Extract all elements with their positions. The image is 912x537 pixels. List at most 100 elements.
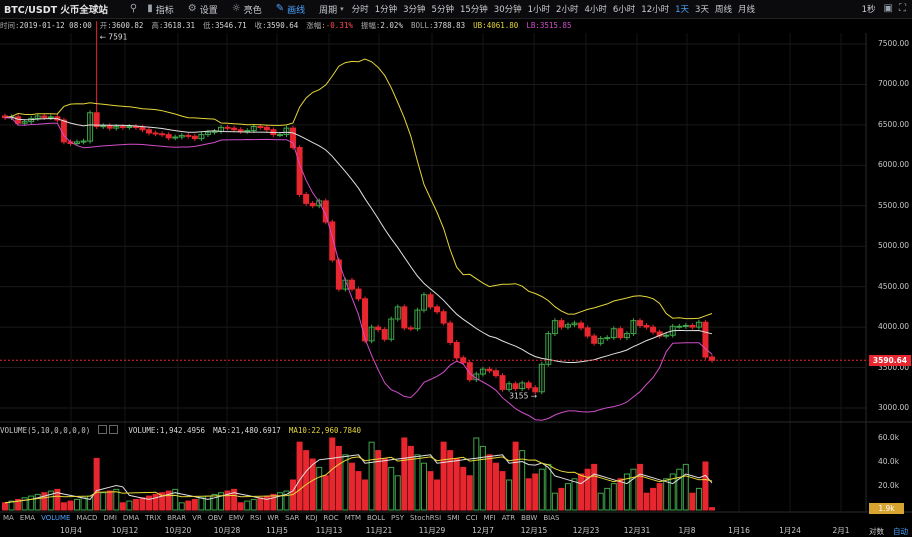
candle-body xyxy=(604,337,611,340)
period-0[interactable]: 分时 xyxy=(351,5,369,15)
volume-bar xyxy=(663,478,670,511)
indicator-1[interactable]: EMA xyxy=(19,514,36,522)
period-1[interactable]: 1分钟 xyxy=(374,5,398,15)
indicator-24[interactable]: BBW xyxy=(521,514,538,522)
candle-body xyxy=(394,306,401,320)
volume-bar xyxy=(486,454,493,511)
date-tick-label: 11月29 xyxy=(418,526,446,535)
period-2[interactable]: 3分钟 xyxy=(403,5,426,15)
candle-body xyxy=(434,306,441,313)
date-tick-label: 11月13 xyxy=(315,526,343,535)
indicator-18[interactable]: PSY xyxy=(391,514,404,522)
theme-button[interactable]: ☼ 亮色 xyxy=(231,3,262,16)
indicator-10[interactable]: EMV xyxy=(228,514,244,522)
volume-bar xyxy=(204,495,211,511)
indicator-20[interactable]: SMI xyxy=(447,514,460,522)
indicator-settings-icon[interactable] xyxy=(98,424,108,434)
period-button[interactable]: 周期 ▾ xyxy=(319,5,344,16)
volume-bar xyxy=(427,471,434,511)
settings-button[interactable]: ⚙ 设置 xyxy=(187,3,218,16)
fullscreen-icon[interactable]: ⛶ xyxy=(899,3,906,14)
candle-body xyxy=(47,116,54,119)
volume-bar xyxy=(342,454,349,511)
candle-body xyxy=(689,324,696,328)
high-value: 3618.31 xyxy=(163,20,196,30)
indicator-22[interactable]: MFI xyxy=(483,514,496,522)
indicator-21[interactable]: CCI xyxy=(465,514,478,522)
date-axis: 10月4 10月12 10月20 10月28 11月5 11月13 11月21 11月29 12… xyxy=(0,525,912,537)
draw-button[interactable]: ✎ 画线 xyxy=(275,3,306,16)
indicator-3[interactable]: MACD xyxy=(76,514,98,522)
date-tick-label: 11月5 xyxy=(266,526,288,535)
indicator-16[interactable]: MTM xyxy=(344,514,362,522)
symbol-title[interactable]: BTC/USDT 火币全球站 xyxy=(4,5,108,16)
candle-body xyxy=(551,320,558,335)
indicator-4[interactable]: DMI xyxy=(103,514,117,522)
volume-bar xyxy=(87,495,94,511)
indicator-25[interactable]: BIAS xyxy=(543,514,560,522)
indicator-12[interactable]: WR xyxy=(267,514,280,522)
volume-indicator-name[interactable]: VOLUME(5,10,0,0,0,0) xyxy=(0,425,91,435)
period-14[interactable]: 月线 xyxy=(737,5,755,15)
indicator-5[interactable]: DMA xyxy=(122,514,140,522)
price-tick-label: 3000.00 xyxy=(878,403,910,412)
volume-bar xyxy=(15,498,22,511)
volume-bar xyxy=(643,492,650,511)
volume-bar xyxy=(237,502,244,511)
period-11[interactable]: 1天 xyxy=(675,5,690,15)
period-4[interactable]: 15分钟 xyxy=(459,5,488,15)
candle-body xyxy=(224,126,231,129)
indicator-15[interactable]: ROC xyxy=(323,514,339,522)
period-9[interactable]: 6小时 xyxy=(612,5,636,15)
volume-bar xyxy=(316,466,323,511)
candle-body xyxy=(159,133,166,136)
indicator-button[interactable]: ▮ 指标 xyxy=(147,3,174,16)
candle-body xyxy=(93,112,100,128)
indicator-19[interactable]: StochRSI xyxy=(410,514,442,522)
date-tick-label: 1月24 xyxy=(779,526,801,535)
indicator-11[interactable]: RSI xyxy=(249,514,262,522)
indicator-close-icon[interactable] xyxy=(109,424,119,434)
indicator-6[interactable]: TRIX xyxy=(145,514,162,522)
period-13[interactable]: 周线 xyxy=(714,5,732,15)
indicator-13[interactable]: SAR xyxy=(285,514,300,522)
indicator-2[interactable]: VOLUME xyxy=(41,514,71,522)
period-12[interactable]: 3天 xyxy=(695,5,709,15)
indicator-7[interactable]: BRAR xyxy=(167,514,187,522)
volume-bar xyxy=(689,492,696,511)
camera-icon[interactable]: ▣ xyxy=(883,3,893,14)
auto-scale-toggle[interactable]: 自动 xyxy=(893,527,908,536)
log-scale-toggle[interactable]: 对数 xyxy=(869,527,884,536)
lb-label: LB: xyxy=(526,20,540,30)
volume-bar xyxy=(355,471,362,511)
indicator-8[interactable]: VR xyxy=(192,514,202,522)
indicator-9[interactable]: OBV xyxy=(207,514,223,522)
period-10[interactable]: 12小时 xyxy=(641,5,670,15)
volume-bar xyxy=(231,488,238,511)
volume-bar xyxy=(558,487,565,511)
indicator-0[interactable]: MA xyxy=(3,514,14,522)
indicator-23[interactable]: ATR xyxy=(501,514,516,522)
indicator-14[interactable]: KDJ xyxy=(305,514,318,522)
search-icon[interactable]: ⚲ xyxy=(129,3,138,14)
period-7[interactable]: 2小时 xyxy=(556,5,579,15)
period-8[interactable]: 4小时 xyxy=(584,5,607,15)
last-volume-badge: 1.9k xyxy=(869,503,904,514)
period-3[interactable]: 5分钟 xyxy=(431,5,454,15)
volume-bar xyxy=(67,500,74,511)
candle-body xyxy=(146,129,153,134)
indicator-17[interactable]: BOLL xyxy=(367,514,386,522)
refresh-interval[interactable]: 1秒 xyxy=(861,5,876,15)
volume-bar xyxy=(165,490,172,511)
candle-body xyxy=(682,324,689,327)
candle-body xyxy=(597,337,604,344)
volume-bar xyxy=(656,483,663,511)
volume-bar xyxy=(348,462,355,511)
period-5[interactable]: 30分钟 xyxy=(493,5,522,15)
candle-body xyxy=(80,140,87,143)
candle-body xyxy=(244,130,251,133)
candle-body xyxy=(21,121,28,124)
date-tick-label: 10月20 xyxy=(164,526,192,535)
period-6[interactable]: 1小时 xyxy=(527,5,551,15)
